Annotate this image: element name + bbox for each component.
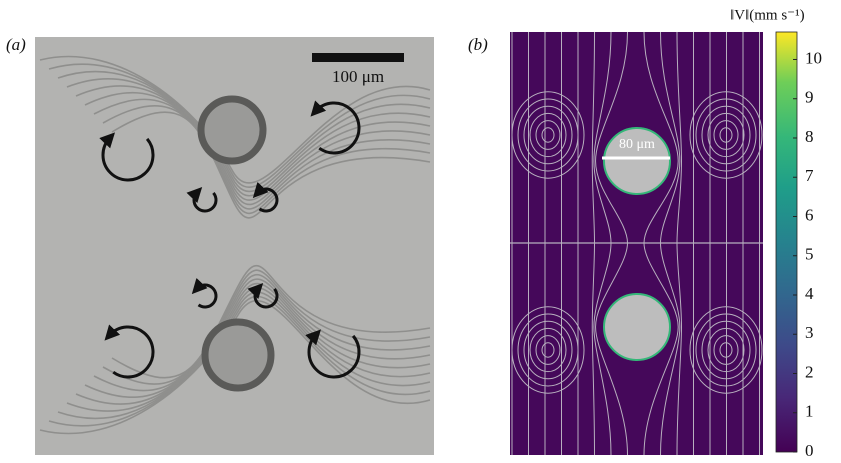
particle xyxy=(201,99,263,161)
colorbar-tick-label: 2 xyxy=(805,362,814,381)
particle xyxy=(604,294,670,360)
scale-bar-label: 100 μm xyxy=(332,67,384,86)
scale-bar-label: 80 μm xyxy=(619,137,655,152)
colorbar-tick-label: 7 xyxy=(805,166,814,185)
colorbar-tick-label: 8 xyxy=(805,127,814,146)
figure: (a) 100 μm (b) 80 μm ‖V‖(mm s⁻¹) 0 1 2 3 4 5 6… xyxy=(0,0,841,463)
colorbar-tick-label: 6 xyxy=(805,205,814,224)
colorbar-label: ‖V‖(mm s⁻¹) xyxy=(730,7,805,23)
scale-bar xyxy=(312,53,404,62)
colorbar-tick-label: 4 xyxy=(805,284,814,303)
colorbar-tick-label: 5 xyxy=(805,245,814,264)
colorbar-tick-label: 3 xyxy=(805,323,814,342)
particle xyxy=(205,322,271,388)
colorbar-tick-label: 10 xyxy=(805,48,822,67)
panel-label: (a) xyxy=(6,35,26,54)
panel-label: (b) xyxy=(468,35,488,54)
colorbar xyxy=(776,32,797,452)
page: (a) 100 μm (b) 80 μm ‖V‖(mm s⁻¹) 0 1 2 3 4 5 6… xyxy=(0,0,841,463)
colorbar-tick-label: 1 xyxy=(805,402,814,421)
colorbar-tick-label: 0 xyxy=(805,441,814,460)
colorbar-tick-label: 9 xyxy=(805,88,814,107)
